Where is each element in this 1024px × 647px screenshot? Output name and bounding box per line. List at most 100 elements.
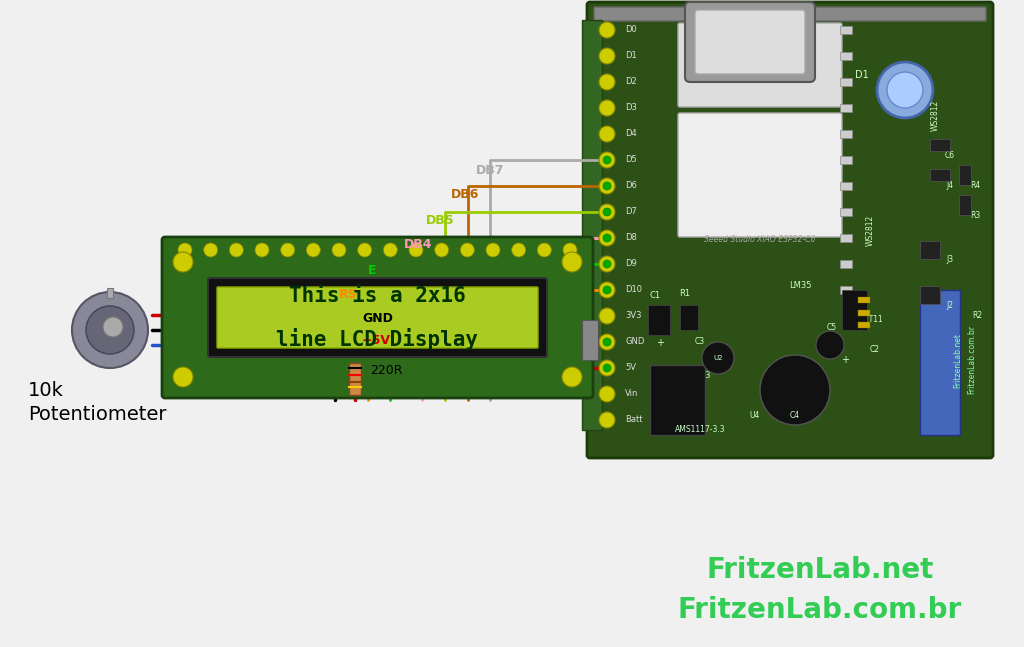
Circle shape xyxy=(562,367,582,387)
Text: DB5: DB5 xyxy=(426,214,455,226)
Circle shape xyxy=(229,243,244,257)
Circle shape xyxy=(603,182,611,190)
Text: D4: D4 xyxy=(625,129,637,138)
Circle shape xyxy=(599,204,615,220)
Bar xyxy=(840,156,852,164)
Circle shape xyxy=(603,156,611,164)
Text: FritzenLab.com.br: FritzenLab.com.br xyxy=(968,325,977,395)
Circle shape xyxy=(599,230,615,246)
Bar xyxy=(840,78,852,86)
Text: R4: R4 xyxy=(970,181,980,190)
Circle shape xyxy=(599,360,615,376)
Text: line LCD Display: line LCD Display xyxy=(276,329,478,351)
Text: J3: J3 xyxy=(946,256,953,265)
Bar xyxy=(840,260,852,268)
Text: Seeed Studio XIAO ESP32-C6: Seeed Studio XIAO ESP32-C6 xyxy=(705,236,816,245)
Bar xyxy=(840,52,852,60)
Circle shape xyxy=(599,412,615,428)
Text: U4: U4 xyxy=(750,410,760,419)
Circle shape xyxy=(877,62,933,118)
Text: GND: GND xyxy=(362,311,393,325)
Bar xyxy=(650,365,705,435)
Text: 3V3: 3V3 xyxy=(625,311,641,320)
Circle shape xyxy=(461,243,474,257)
Circle shape xyxy=(599,152,615,168)
Bar xyxy=(840,182,852,190)
Bar xyxy=(840,26,852,34)
Circle shape xyxy=(603,208,611,216)
Circle shape xyxy=(603,260,611,268)
Bar xyxy=(840,208,852,216)
Bar xyxy=(648,305,670,335)
Text: +: + xyxy=(841,355,849,365)
Circle shape xyxy=(86,306,134,354)
Circle shape xyxy=(281,243,295,257)
Circle shape xyxy=(599,22,615,38)
Text: D2: D2 xyxy=(625,78,637,87)
Text: FritzenLab.com.br: FritzenLab.com.br xyxy=(678,596,963,624)
Text: D8: D8 xyxy=(625,234,637,243)
Text: R1: R1 xyxy=(680,289,690,298)
Text: DHT11: DHT11 xyxy=(857,316,883,325)
Circle shape xyxy=(816,331,844,359)
FancyBboxPatch shape xyxy=(587,2,993,458)
Circle shape xyxy=(204,243,218,257)
Text: +5V: +5V xyxy=(362,333,391,347)
Circle shape xyxy=(599,100,615,116)
Text: D6: D6 xyxy=(625,182,637,190)
Circle shape xyxy=(306,243,321,257)
Circle shape xyxy=(434,243,449,257)
Text: U3: U3 xyxy=(699,371,711,380)
Text: RS: RS xyxy=(339,289,357,302)
Bar xyxy=(959,165,971,185)
Text: Batt: Batt xyxy=(625,415,642,424)
Circle shape xyxy=(599,178,615,194)
Circle shape xyxy=(332,243,346,257)
Bar xyxy=(840,104,852,112)
Circle shape xyxy=(603,234,611,242)
Text: WS2812: WS2812 xyxy=(865,214,874,246)
Bar xyxy=(582,320,598,360)
Text: C2: C2 xyxy=(870,345,880,355)
Circle shape xyxy=(562,252,582,272)
Text: C4: C4 xyxy=(790,410,800,419)
FancyBboxPatch shape xyxy=(678,23,842,107)
Circle shape xyxy=(486,243,500,257)
Circle shape xyxy=(512,243,525,257)
Text: GND: GND xyxy=(625,338,644,347)
Text: D1: D1 xyxy=(855,70,869,80)
Text: C1: C1 xyxy=(649,291,660,300)
Bar xyxy=(858,322,870,328)
Circle shape xyxy=(599,308,615,324)
Text: DB4: DB4 xyxy=(403,239,432,252)
FancyBboxPatch shape xyxy=(695,10,805,74)
Circle shape xyxy=(599,256,615,272)
Circle shape xyxy=(409,243,423,257)
Text: C5: C5 xyxy=(827,324,837,333)
Text: Potentiometer: Potentiometer xyxy=(28,406,167,424)
Text: +: + xyxy=(656,338,664,348)
Circle shape xyxy=(599,48,615,64)
Circle shape xyxy=(538,243,551,257)
Text: 5V: 5V xyxy=(625,364,636,373)
FancyBboxPatch shape xyxy=(594,7,986,21)
Bar xyxy=(582,20,602,430)
Circle shape xyxy=(173,252,193,272)
Circle shape xyxy=(178,243,193,257)
Bar xyxy=(920,286,940,304)
Text: 10k: 10k xyxy=(28,380,63,399)
Bar xyxy=(858,310,870,316)
Circle shape xyxy=(603,286,611,294)
Text: LM35: LM35 xyxy=(788,281,811,289)
Text: J4: J4 xyxy=(946,181,953,190)
FancyBboxPatch shape xyxy=(685,2,815,82)
Circle shape xyxy=(72,292,148,368)
Text: D10: D10 xyxy=(625,285,642,294)
Text: Vin: Vin xyxy=(625,389,638,399)
Circle shape xyxy=(563,243,577,257)
FancyBboxPatch shape xyxy=(217,287,538,348)
Bar xyxy=(840,286,852,294)
Text: 220R: 220R xyxy=(370,364,402,377)
Text: D7: D7 xyxy=(625,208,637,217)
Text: D9: D9 xyxy=(625,259,637,269)
